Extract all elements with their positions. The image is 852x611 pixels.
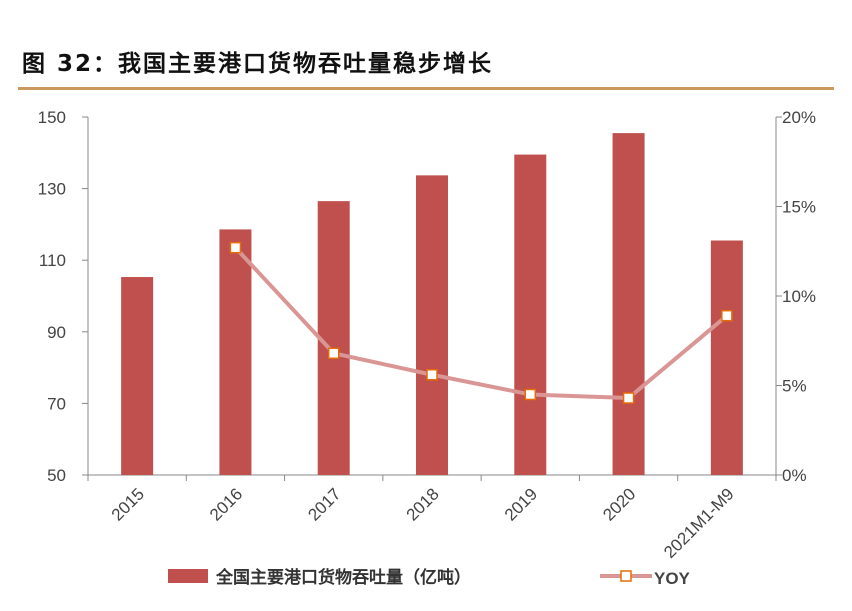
bar-2020 (612, 133, 645, 476)
x-tick-label: 2021M1-M9 (660, 484, 738, 562)
y-left-tick-label: 130 (38, 180, 66, 199)
y-left-tick-label: 110 (39, 251, 66, 270)
y-left-tick-label: 70 (47, 394, 66, 413)
x-tick-label: 2016 (206, 484, 246, 524)
y-right-tick-label: 0% (782, 466, 807, 485)
bar-2021M1-M9 (710, 240, 743, 475)
y-left-tick-label: 90 (47, 323, 66, 342)
legend-label-bar: 全国主要港口货物吞吐量（亿吨） (215, 567, 471, 588)
bar-2019 (514, 154, 547, 475)
y-right-tick-label: 15% (782, 198, 816, 217)
y-left-tick-label: 50 (47, 466, 66, 485)
chart-title: 图 32：我国主要港口货物吞吐量稳步增长 (22, 51, 494, 77)
y-right-tick-label: 5% (782, 377, 807, 396)
bar-2015 (121, 277, 154, 475)
yoy-point-2021M1-M9 (721, 309, 733, 322)
yoy-line (233, 246, 729, 401)
yoy-point-2017 (327, 347, 340, 360)
legend-swatch-marker (620, 570, 632, 582)
x-tick-label: 2018 (403, 484, 443, 524)
x-tick-label: 2020 (599, 484, 639, 524)
yoy-point-2016 (229, 241, 242, 254)
legend-swatch-bar (168, 569, 208, 583)
title-divider (18, 87, 834, 90)
y-right-tick-label: 10% (782, 287, 816, 306)
bar-2016 (219, 229, 252, 475)
y-left-tick-label: 150 (38, 108, 66, 127)
x-tick-label: 2015 (108, 484, 148, 524)
legend-label-line: YOY (654, 569, 691, 588)
bar-2018 (416, 175, 448, 475)
y-right-tick-label: 20% (782, 108, 816, 127)
yoy-point-2019 (524, 388, 537, 401)
x-tick-label: 2017 (304, 484, 344, 524)
yoy-point-2018 (426, 369, 438, 381)
bar-2017 (317, 201, 350, 475)
yoy-point-2020 (622, 392, 635, 404)
x-tick-label: 2019 (501, 484, 541, 524)
